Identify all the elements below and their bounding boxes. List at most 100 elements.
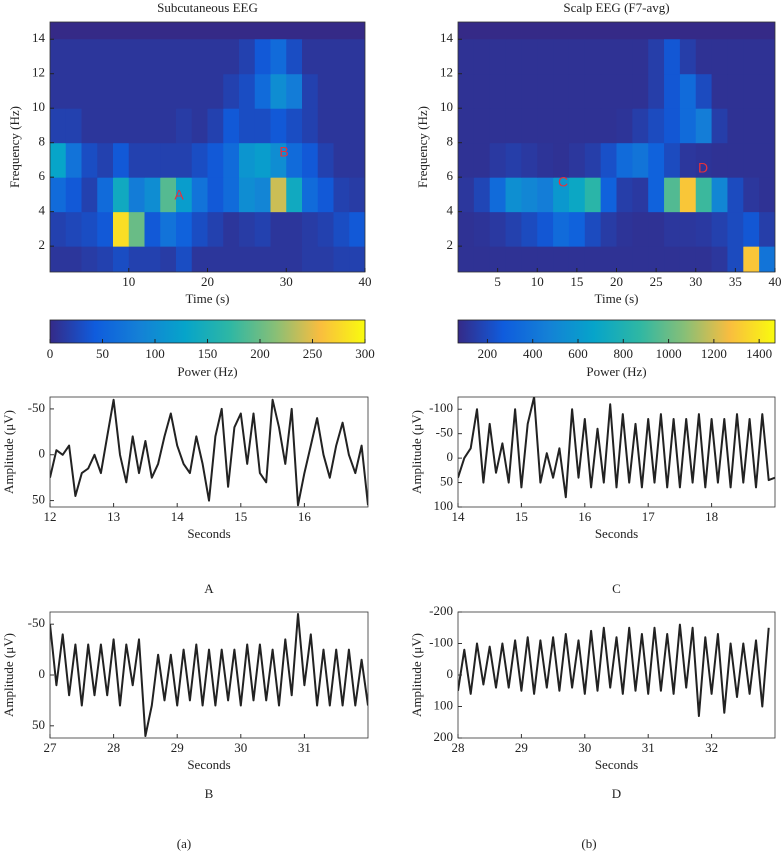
heat-cell: [113, 211, 130, 247]
heat-cell: [160, 108, 177, 144]
heat-cell: [505, 246, 522, 272]
heat-cell: [648, 108, 665, 144]
heat-cell: [505, 108, 522, 144]
heat-cell: [743, 211, 760, 247]
heat-cell: [505, 73, 522, 109]
heat-cell: [81, 211, 98, 247]
heat-cell: [711, 177, 728, 213]
heat-cell: [286, 39, 303, 75]
x-tick-label: 32: [705, 740, 718, 755]
heat-cell: [302, 211, 319, 247]
x-axis-label: Seconds: [595, 526, 638, 541]
heat-cell: [65, 142, 82, 178]
heat-cell: [711, 211, 728, 247]
heat-cell: [65, 177, 82, 213]
trace: [50, 613, 368, 737]
x-tick-label: 10: [531, 274, 544, 289]
y-axis-label: Amplitude (μV): [1, 410, 16, 494]
heat-cell: [695, 246, 713, 272]
heat-cell: [568, 246, 586, 272]
heat-cell: [176, 211, 193, 247]
y-tick-label: -50: [436, 425, 453, 440]
heat-cell: [600, 246, 617, 272]
heat-cell: [727, 108, 744, 144]
heat-cell: [333, 177, 350, 213]
heat-cell: [553, 246, 570, 272]
heat-cell: [254, 39, 271, 75]
heat-cell: [50, 142, 67, 178]
colorbar-tick-label: 600: [568, 346, 588, 361]
heat-cell: [489, 142, 507, 178]
heat-cell: [270, 177, 287, 213]
y-tick-label: 0: [447, 666, 454, 681]
heat-cell: [521, 142, 538, 178]
heat-cell: [759, 39, 775, 75]
heat-cell: [473, 177, 491, 213]
heat-cell: [254, 246, 271, 272]
heat-cell: [207, 39, 224, 75]
heat-cell: [50, 108, 67, 144]
panel-caption: A: [204, 581, 214, 596]
heat-cell: [695, 177, 713, 213]
heat-cell: [458, 39, 475, 75]
heat-cell: [521, 39, 538, 75]
colorbar-tick-label: 1000: [656, 346, 682, 361]
colorbar-tick-label: 400: [523, 346, 543, 361]
heat-cell: [223, 177, 240, 213]
heat-cell: [759, 211, 775, 247]
heat-cell: [553, 73, 570, 109]
heat-cell: [679, 177, 697, 213]
y-tick-label: 8: [39, 134, 46, 149]
colorbar-label: Power (Hz): [177, 364, 237, 379]
heat-cell: [302, 73, 319, 109]
heat-cell: [191, 211, 208, 247]
heat-cell: [553, 211, 570, 247]
heat-cell: [537, 211, 554, 247]
heat-cell: [759, 142, 775, 178]
y-tick-label: -200: [429, 603, 453, 618]
heat-cell: [191, 246, 208, 272]
trace: [458, 623, 770, 717]
heat-cell: [286, 246, 303, 272]
heat-cell: [584, 246, 602, 272]
heat-cell: [505, 177, 522, 213]
heat-cell: [679, 246, 697, 272]
heat-cell: [65, 73, 82, 109]
colorbar-tick-label: 250: [303, 346, 323, 361]
heat-cell: [349, 142, 365, 178]
heat-cell: [743, 142, 760, 178]
plot-area: [458, 397, 775, 499]
heat-cell: [695, 73, 713, 109]
heat-cell: [664, 73, 681, 109]
heat-cell: [616, 108, 633, 144]
heat-cell: [97, 73, 114, 109]
heat-cell: [239, 177, 256, 213]
annotation: A: [174, 187, 184, 203]
x-tick-label: 28: [107, 740, 120, 755]
heat-cell: [113, 108, 130, 144]
heat-cell: [616, 211, 633, 247]
heat-cell: [648, 177, 665, 213]
heat-cell: [191, 108, 208, 144]
heat-cell: [50, 39, 67, 75]
plot-area: [50, 613, 368, 737]
heat-cell: [176, 108, 193, 144]
panel-label: (b): [581, 836, 596, 851]
annotation: B: [279, 144, 288, 160]
axes-box: [49, 396, 369, 508]
y-tick-label: 12: [32, 65, 45, 80]
heat-cell: [743, 177, 760, 213]
x-axis-label: Time (s): [186, 291, 230, 306]
colorbar-tick-label: 800: [614, 346, 634, 361]
x-tick-label: 12: [44, 509, 57, 524]
heat-cell: [568, 108, 586, 144]
heat-cell: [50, 177, 67, 213]
heat-cell: [302, 177, 319, 213]
x-tick-label: 40: [769, 274, 782, 289]
heat-cell: [270, 39, 287, 75]
heat-cell: [600, 142, 617, 178]
heat-cell: [537, 177, 554, 213]
heat-cell: [97, 142, 114, 178]
heat-cell: [489, 246, 507, 272]
heat-cell: [239, 211, 256, 247]
